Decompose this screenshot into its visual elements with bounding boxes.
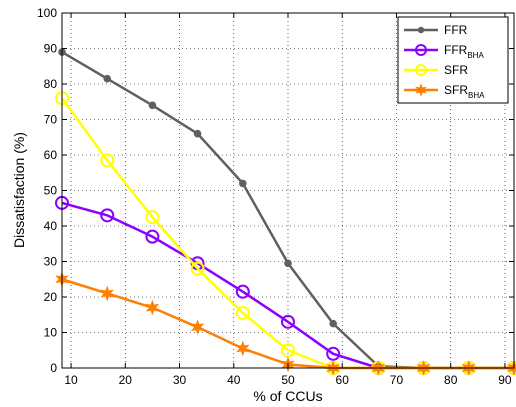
legend-label-subscript: BHA — [468, 91, 485, 100]
data-point — [415, 83, 427, 97]
y-tick-label: 60 — [44, 148, 58, 162]
data-point — [326, 346, 341, 361]
x-tick-label: 80 — [444, 373, 458, 387]
legend-label-main: SFR — [444, 63, 468, 77]
axis-ticks: 10 20 30 40 50 60 70 80 90 0 10 20 30 40 50 60 70 80 90 100 — [37, 6, 514, 387]
data-point — [103, 74, 112, 83]
x-tick-label: 60 — [336, 373, 350, 387]
data-point — [284, 259, 292, 268]
data-point — [281, 343, 295, 358]
y-tick-label: 40 — [44, 219, 58, 233]
x-tick-label: 30 — [173, 373, 187, 387]
x-axis-label: % of CCUs — [253, 388, 322, 404]
y-axis-label: Dissatisfaction (%) — [11, 132, 27, 248]
data-point — [239, 179, 247, 188]
data-point — [193, 129, 202, 138]
legend-label-main: FFR — [444, 43, 468, 57]
data-point — [100, 208, 115, 223]
x-tick-label: 90 — [498, 373, 512, 387]
legend-label-main: FFR — [444, 23, 468, 37]
legend-item: SFR — [404, 63, 468, 77]
data-point — [235, 284, 250, 299]
data-point — [236, 340, 250, 357]
legend-box — [397, 16, 509, 104]
legend-item: SFRBHA — [404, 83, 485, 100]
x-tick-label: 70 — [390, 373, 404, 387]
legend-label-subscript: BHA — [467, 51, 484, 60]
x-tick-label: 50 — [281, 373, 295, 387]
data-point — [329, 319, 337, 328]
legend-label: FFRBHA — [444, 43, 484, 60]
data-point — [190, 319, 205, 335]
data-point — [145, 229, 160, 244]
legend-label: SFRBHA — [444, 83, 485, 100]
legend-item: FFRBHA — [404, 43, 484, 60]
data-point — [145, 210, 160, 225]
data-point — [235, 305, 250, 320]
data-point — [100, 153, 115, 168]
data-point — [100, 285, 114, 302]
legend-label: FFR — [444, 23, 468, 37]
legend-item: FFR — [404, 23, 468, 37]
y-tick-label: 90 — [44, 42, 58, 56]
y-tick-label: 30 — [44, 255, 58, 269]
y-tick-label: 80 — [44, 77, 58, 91]
y-tick-label: 70 — [44, 113, 58, 127]
x-tick-label: 20 — [119, 373, 133, 387]
y-tick-label: 0 — [50, 361, 57, 375]
y-tick-label: 100 — [37, 6, 57, 20]
data-point — [415, 64, 427, 76]
data-point — [190, 261, 205, 276]
y-tick-label: 20 — [44, 290, 58, 304]
x-tick-label: 10 — [64, 373, 78, 387]
legend-label: SFR — [444, 63, 468, 77]
data-point — [415, 44, 427, 56]
y-tick-label: 50 — [44, 184, 58, 198]
data-point — [281, 314, 295, 329]
y-tick-label: 10 — [44, 326, 58, 340]
data-point — [417, 26, 425, 34]
data-point — [148, 101, 157, 110]
legend-label-main: SFR — [444, 83, 468, 97]
x-tick-label: 40 — [227, 373, 241, 387]
data-point — [145, 299, 160, 316]
